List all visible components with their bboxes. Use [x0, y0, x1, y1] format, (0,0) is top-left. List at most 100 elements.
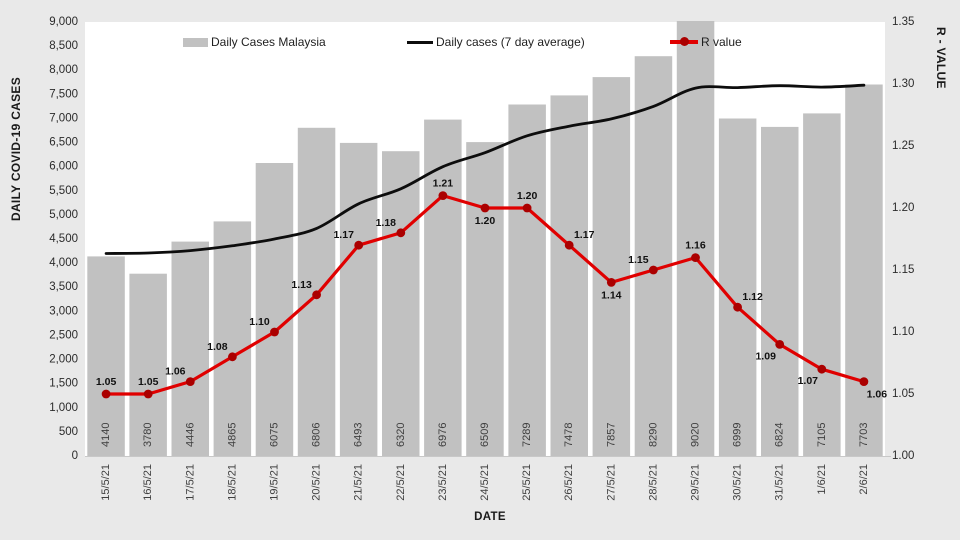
- bar: [508, 104, 546, 456]
- r-marker: [143, 389, 153, 399]
- left-axis-tick: 7,000: [49, 112, 78, 124]
- bar: [550, 95, 588, 457]
- right-axis-tick: 1.30: [892, 78, 914, 90]
- left-axis-tick: 7,500: [49, 88, 78, 100]
- legend-bar-swatch: [183, 37, 208, 47]
- bar-value-label: 6824: [774, 423, 786, 447]
- r-marker: [270, 327, 279, 337]
- date-label: 29/5/21: [690, 464, 702, 501]
- r-marker: [775, 340, 785, 349]
- bar: [171, 241, 209, 456]
- date-label: 27/5/21: [605, 464, 617, 501]
- date-label: 31/5/21: [774, 464, 786, 501]
- r-value-label: 1.17: [574, 229, 595, 241]
- date-label: 17/5/21: [184, 464, 196, 501]
- r-value-label: 1.16: [685, 240, 706, 252]
- date-label: 25/5/21: [521, 464, 533, 501]
- left-axis-title: DAILY COVID-19 CASES: [9, 76, 23, 222]
- bar: [803, 113, 841, 457]
- legend-label-daily-cases: Daily Cases Malaysia: [211, 35, 326, 49]
- bar: [129, 273, 167, 456]
- r-value-label: 1.20: [475, 215, 496, 227]
- bar-value-label: 7478: [563, 423, 575, 447]
- date-label: 1/6/21: [816, 464, 828, 495]
- date-label: 26/5/21: [563, 464, 575, 501]
- r-value-label: 1.09: [755, 350, 776, 362]
- date-label: 16/5/21: [142, 464, 154, 501]
- bar-value-label: 6493: [353, 423, 365, 447]
- bar: [87, 256, 125, 456]
- left-axis-tick: 5,500: [49, 185, 78, 197]
- bar-value-label: 6976: [437, 423, 449, 447]
- r-value-label: 1.17: [333, 229, 354, 241]
- x-axis-title: DATE: [474, 511, 506, 523]
- left-axis-tick: 6,500: [49, 137, 78, 149]
- r-marker: [691, 253, 700, 262]
- bar-value-label: 6509: [479, 423, 491, 447]
- r-marker: [396, 228, 406, 238]
- r-marker: [312, 290, 321, 300]
- r-marker: [817, 364, 827, 374]
- right-axis-title: R - VALUE: [934, 27, 948, 89]
- date-label: 30/5/21: [732, 464, 744, 501]
- left-axis-tick: 9,000: [49, 16, 78, 28]
- date-label: 21/5/21: [353, 464, 365, 501]
- bar: [466, 142, 504, 456]
- r-value-label: 1.08: [207, 341, 228, 353]
- left-axis-tick: 4,500: [49, 233, 78, 245]
- r-marker: [354, 240, 364, 250]
- bar-value-label: 6806: [311, 423, 323, 447]
- r-value-label: 1.05: [138, 376, 159, 388]
- right-axis-tick: 1.00: [892, 450, 914, 462]
- bar: [255, 163, 294, 456]
- avg-line: [104, 83, 866, 255]
- bar: [761, 126, 799, 457]
- bar: [634, 56, 673, 456]
- r-value-label: 1.14: [601, 289, 622, 301]
- left-axis-tick: 4,000: [49, 257, 78, 269]
- legend-r-line-swatch: [670, 37, 698, 47]
- bar: [718, 118, 757, 456]
- left-axis-tick: 1,000: [49, 402, 78, 414]
- bar: [213, 221, 252, 456]
- right-axis-tick: 1.10: [892, 326, 914, 338]
- r-marker: [438, 191, 448, 201]
- right-axis-tick: 1.20: [892, 202, 914, 214]
- bar-value-label: 7105: [816, 423, 828, 447]
- r-value-label: 1.13: [291, 279, 312, 291]
- r-marker: [564, 240, 574, 250]
- r-marker: [522, 203, 532, 213]
- bar: [845, 84, 883, 456]
- left-axis-tick: 1,500: [49, 378, 78, 390]
- r-value-label: 1.06: [165, 366, 186, 378]
- left-axis-tick: 0: [72, 450, 78, 462]
- bar-value-label: 8290: [647, 423, 659, 447]
- bar-value-label: 6999: [732, 423, 744, 447]
- date-label: 18/5/21: [226, 464, 238, 501]
- r-marker: [101, 389, 111, 399]
- r-marker: [185, 377, 195, 386]
- r-marker: [649, 265, 658, 275]
- legend-r-marker-dot: [679, 37, 689, 47]
- bar: [592, 77, 631, 456]
- bar-value-label: 4140: [100, 423, 112, 447]
- bar-value-label: 7289: [521, 423, 533, 447]
- left-axis-tick: 500: [59, 426, 78, 438]
- r-value-label: 1.06: [867, 389, 888, 401]
- legend-avg-line-swatch: [407, 40, 433, 44]
- right-axis-tick: 1.35: [892, 16, 914, 28]
- left-axis-tick: 5,000: [49, 209, 78, 221]
- date-label: 24/5/21: [479, 464, 491, 501]
- date-label: 22/5/21: [395, 464, 407, 501]
- left-axis-tick: 8,000: [49, 64, 78, 76]
- r-value-label: 1.05: [96, 376, 117, 388]
- left-axis-tick: 2,500: [49, 329, 78, 341]
- date-label: 15/5/21: [100, 464, 112, 501]
- left-axis-tick: 2,000: [49, 354, 78, 366]
- r-value-label: 1.10: [249, 316, 270, 328]
- legend-label-rvalue: R value: [701, 35, 742, 49]
- r-value-label: 1.15: [628, 254, 649, 266]
- bar-value-label: 9020: [690, 423, 702, 447]
- r-marker: [606, 278, 616, 287]
